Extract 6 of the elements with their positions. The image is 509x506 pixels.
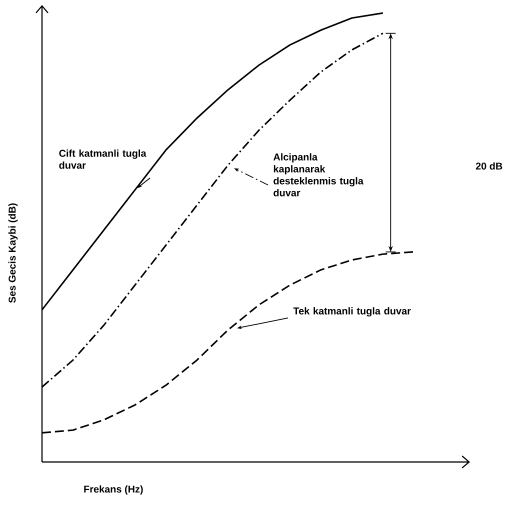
text: Tek katmanli tugla duvar <box>293 307 411 317</box>
text: 20 dB <box>476 162 502 170</box>
x-axis-title: Frekans (Hz) <box>84 485 143 495</box>
series-label: Cift katmanli tugla duvar <box>59 150 146 169</box>
y-axis-title: Ses Gecis Kaybi (dB) <box>8 203 18 303</box>
legend-label: Alcipanla kaplanarak desteklenmis tugla duvar <box>273 153 364 196</box>
